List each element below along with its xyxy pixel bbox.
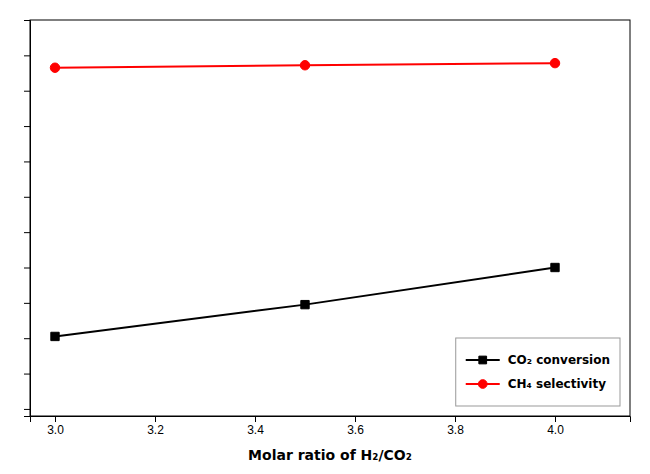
x-axis: 3.0 3.2 3.4 3.6 3.8 4.0: [31, 416, 631, 437]
point: [50, 63, 59, 72]
y-axis-line: [24, 21, 31, 417]
y-axis: [24, 21, 31, 417]
y-tick: [24, 338, 30, 339]
plot: 3.0 3.2 3.4 3.6 3.8 4.0 Molar ratio of H₂/CO₂ C…: [24, 20, 631, 463]
chart: 3.0 3.2 3.4 3.6 3.8 4.0 Molar ratio of H₂/CO₂ C…: [0, 0, 650, 474]
plot-frame: [30, 20, 630, 416]
x-tick-mark: [255, 416, 256, 422]
x-tick-label: 4.0: [547, 423, 564, 437]
x-tick: 4.0: [547, 416, 564, 437]
legend-item: CH₄ selectivity: [466, 377, 606, 391]
x-tick-mark: [355, 416, 356, 422]
y-tick: [24, 91, 30, 92]
point: [51, 332, 59, 340]
y-tick: [24, 197, 30, 198]
y-tick-mark: [24, 338, 30, 339]
x-tick: 3.4: [247, 416, 264, 437]
legend-marker: [479, 356, 487, 364]
legend-label: CO₂ conversion: [508, 353, 610, 367]
x-tick-mark: [55, 416, 56, 422]
x-tick-label: 3.4: [247, 423, 264, 437]
series-line: [55, 268, 555, 337]
y-tick-mark: [24, 268, 30, 269]
y-tick-mark: [24, 232, 30, 233]
x-tick-label: 3.0: [47, 423, 64, 437]
x-tick-mark: [155, 416, 156, 422]
point: [300, 61, 309, 70]
x-axis-line: [31, 417, 631, 423]
point: [301, 300, 309, 308]
y-tick: [24, 55, 30, 56]
x-tick: 3.2: [147, 416, 164, 437]
x-tick-label: 3.2: [147, 423, 164, 437]
x-axis-title: Molar ratio of H₂/CO₂: [248, 447, 412, 463]
x-tick-mark: [555, 416, 556, 422]
y-tick: [24, 232, 30, 233]
legend-box: [456, 338, 620, 406]
y-tick: [24, 409, 30, 410]
legend-label: CH₄ selectivity: [508, 377, 606, 391]
y-tick-mark: [24, 303, 30, 304]
y-tick: [24, 268, 30, 269]
x-tick: 3.6: [347, 416, 364, 437]
point: [550, 58, 559, 67]
x-tick-label: 3.8: [447, 423, 464, 437]
x-tick-mark: [455, 416, 456, 422]
x-tick: 3.0: [47, 416, 64, 437]
legend-item: CO₂ conversion: [466, 353, 610, 367]
y-tick-mark: [24, 409, 30, 410]
x-tick: 3.8: [447, 416, 464, 437]
y-tick-mark: [24, 161, 30, 162]
y-tick-mark: [24, 126, 30, 127]
y-tick-mark: [24, 374, 30, 375]
legend-marker: [478, 380, 487, 389]
marks: [50, 58, 559, 340]
y-tick: [24, 374, 30, 375]
y-tick-mark: [24, 91, 30, 92]
y-tick-mark: [24, 55, 30, 56]
y-tick: [24, 161, 30, 162]
y-tick: [24, 126, 30, 127]
y-tick-mark: [24, 197, 30, 198]
x-tick-label: 3.6: [347, 423, 364, 437]
point: [551, 263, 559, 271]
y-tick: [24, 303, 30, 304]
legend: CO₂ conversion CH₄ selectivity: [456, 338, 620, 406]
